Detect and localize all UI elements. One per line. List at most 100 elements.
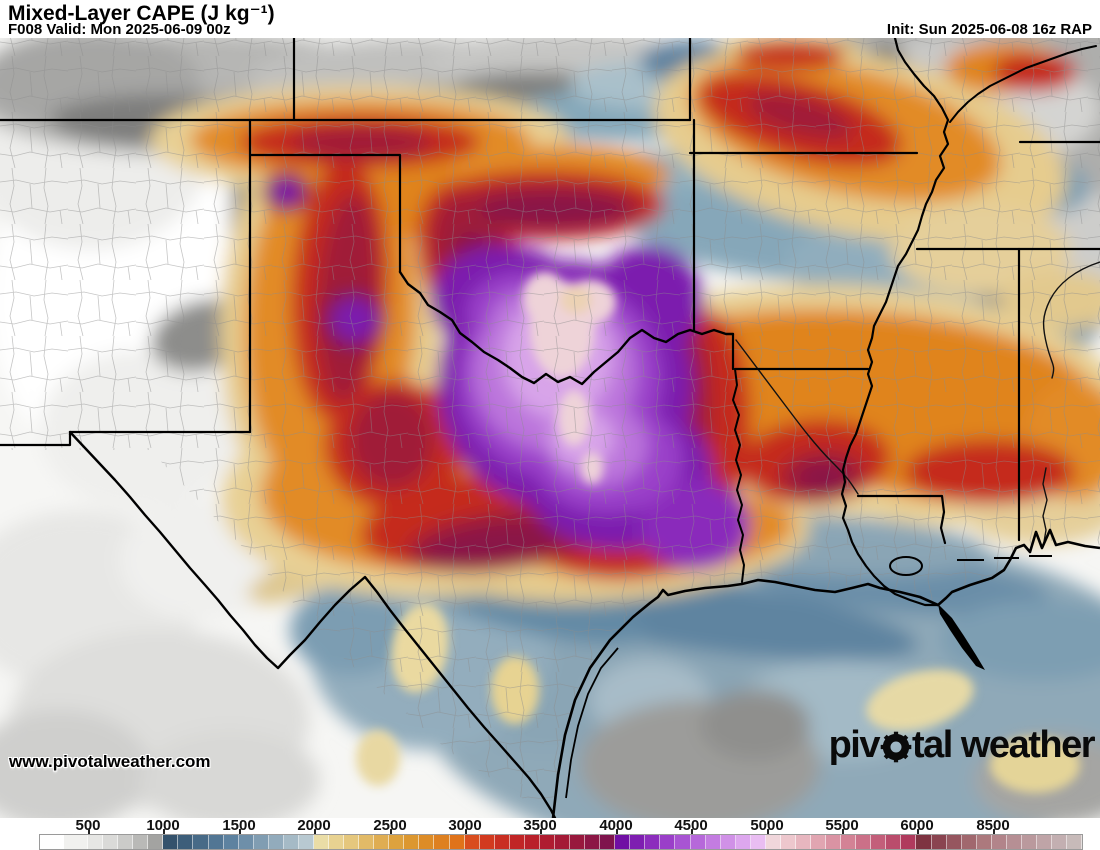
colorbar-cell [449,835,465,849]
colorbar-cell [464,835,480,849]
colorbar-tick-label: 8500 [976,817,1010,834]
watermark-url: www.pivotalweather.com [9,752,211,771]
colorbar-cell [675,835,691,849]
colorbar-tick-mark [993,829,995,834]
colorbar-cell [389,835,405,849]
border-la-ms [856,494,947,545]
colorbar-cell [811,835,827,849]
colorbar-cell [313,835,329,849]
colorbar-cell [600,835,616,849]
rio-grande [68,430,557,818]
colorbar-tick-label: 2000 [297,817,331,834]
colorbar-tick-label: 4000 [599,817,633,834]
ohio-river [949,45,1097,123]
colorbar-cell [946,835,962,849]
cape-map [0,38,1100,818]
colorbar-tick-mark [163,829,165,834]
rivers [735,261,1100,543]
lake-pontchartrain [889,556,923,576]
colorbar-cell [931,835,947,849]
mississippi-river [840,38,950,607]
gear-icon [880,731,912,763]
colorbar-tick-mark [842,829,844,834]
colorbar-tick-label: 3000 [448,817,482,834]
colorbar-cell [630,835,646,849]
colorbar-cell [103,835,119,849]
map-canvas [0,38,1100,819]
colorbar-cell [118,835,134,849]
colorbar-cell [404,835,420,849]
colorbar-cell [645,835,661,849]
colorbar-cell [585,835,601,849]
colorbar-tick-mark [88,829,90,834]
colorbar-cell [223,835,239,849]
colorbar-tick-label: 1500 [222,817,256,834]
valid-time-label: F008 Valid: Mon 2025-06-09 00z [8,21,231,38]
colorbar-cell [886,835,902,849]
header: Mixed-Layer CAPE (J kg⁻¹) F008 Valid: Mo… [0,0,1100,38]
colorbar-cell [554,835,570,849]
colorbar-cell [434,835,450,849]
colorbar-cell [1006,835,1022,849]
colorbar-cell [976,835,992,849]
colorbar-cell [660,835,676,849]
mississippi-delta [938,604,985,670]
colorbar-cell [795,835,811,849]
colorbar-cell [178,835,194,849]
colorbar-tick-label: 4500 [674,817,708,834]
colorbar-cell [329,835,345,849]
colorbar-cell [163,835,179,849]
colorbar-tick-label: 6000 [900,817,934,834]
colorbar-cell [1036,835,1052,849]
colorbar-cell [916,835,932,849]
colorbar-cell [856,835,872,849]
colorbar-cell [750,835,766,849]
border-ar-la [731,332,870,371]
colorbar [39,834,1084,850]
colorbar-cell [494,835,510,849]
colorbar-cell [64,835,88,849]
colorbar-cell [208,835,224,849]
colorbar-cell [253,835,269,849]
colorbar-cell [88,835,104,849]
logo-text-pre: piv [828,724,881,766]
colorbar-tick-mark [239,829,241,834]
colorbar-cell [780,835,796,849]
colorbar-cell [133,835,149,849]
tennessee-river [1042,261,1100,379]
colorbar-cell [720,835,736,849]
logo-text-post: tal weather [911,724,1096,766]
colorbar-tick-label: 2500 [373,817,407,834]
padre-island [565,647,619,799]
colorbar-tick-label: 500 [75,817,101,834]
colorbar-cell [268,835,284,849]
border-tx-la-sabine [732,368,745,583]
colorbar-cell [705,835,721,849]
county-lines [0,38,1100,818]
colorbar-cell [40,835,64,849]
colorbar-cell [1021,835,1037,849]
colorbar-cell [1067,835,1083,849]
scale-label-row [0,818,1100,834]
colorbar-cell [991,835,1007,849]
colorbar-tick-label: 5000 [750,817,784,834]
colorbar-cell [961,835,977,849]
colorbar-tick-mark [917,829,919,834]
colorbar-tick-mark [314,829,316,834]
colorbar-cell [193,835,209,849]
colorbar-cell [419,835,435,849]
colorbar-cell [615,835,631,849]
colorbar-tick-label: 1000 [146,817,180,834]
page-title: Mixed-Layer CAPE (J kg⁻¹) [8,2,275,25]
colorbar-tick-label: 5500 [825,817,859,834]
colorbar-cell [359,835,375,849]
border-tx-panhandle [248,153,402,274]
colorbar-cell [283,835,299,849]
coastline [551,528,1100,818]
colorbar-cell [148,835,164,849]
colorbar-tick-mark [616,829,618,834]
colorbar-tick-mark [465,829,467,834]
colorbar-cell [690,835,706,849]
colorbar-cell [539,835,555,849]
